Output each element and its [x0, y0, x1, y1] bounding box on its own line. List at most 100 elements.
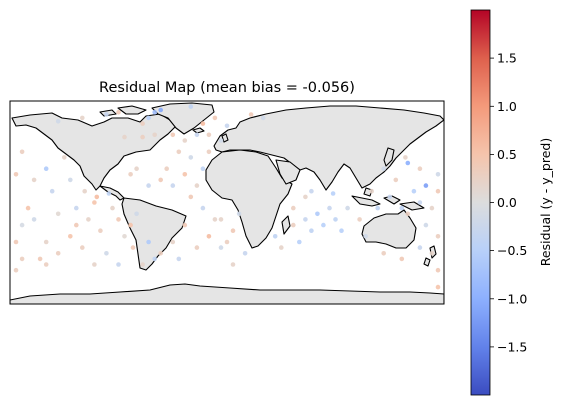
residual-point	[92, 262, 97, 267]
residual-point	[194, 245, 200, 250]
residual-point	[218, 138, 224, 143]
residual-point	[68, 177, 73, 183]
colorbar-tick-label: 1.5	[497, 51, 517, 66]
iceland-land	[192, 127, 205, 134]
residual-point	[327, 205, 332, 211]
residual-point	[182, 172, 188, 177]
residual-point	[309, 188, 314, 194]
residual-point	[146, 239, 151, 245]
residual-point	[403, 155, 408, 160]
residual-point	[188, 155, 194, 160]
residual-point	[309, 228, 314, 233]
colorbar: 1.5 1.0 0.5 0.0 −0.5 −1.0 −1.5 Residual (y - y…	[470, 9, 553, 396]
residual-point	[291, 205, 296, 211]
greenland-land	[151, 102, 215, 135]
residual-point	[13, 172, 19, 177]
arctic-islands-land	[99, 105, 147, 117]
residual-point	[110, 205, 115, 211]
antarctica-land	[10, 283, 444, 304]
map-area	[10, 101, 444, 304]
residual-point	[429, 251, 435, 256]
residual-point	[31, 217, 37, 222]
residual-point	[339, 228, 344, 233]
residual-point	[170, 132, 176, 138]
residual-point	[116, 110, 121, 115]
residual-point	[381, 166, 387, 171]
residual-point	[291, 222, 296, 228]
residual-point	[212, 115, 218, 121]
residual-point	[224, 123, 230, 129]
residual-point	[188, 194, 194, 200]
residual-point	[146, 183, 151, 188]
residual-point	[218, 217, 224, 222]
residual-point	[429, 205, 435, 211]
residual-point	[49, 188, 55, 194]
arabia-land	[275, 159, 301, 185]
residual-point	[260, 115, 266, 121]
residual-point	[13, 267, 19, 273]
north-america-land	[11, 112, 177, 191]
residual-point	[80, 115, 85, 121]
residual-point	[116, 262, 121, 267]
residual-point	[375, 205, 381, 211]
land-masses	[10, 102, 444, 304]
residual-point	[435, 234, 441, 239]
residual-point	[188, 104, 194, 109]
residual-point	[417, 200, 423, 205]
residual-point	[387, 194, 393, 200]
residual-point	[106, 191, 112, 196]
residual-point	[55, 211, 61, 217]
residual-point	[200, 205, 206, 211]
residual-point	[116, 217, 121, 222]
residual-point	[80, 245, 85, 250]
residual-point	[55, 251, 61, 256]
residual-point	[200, 166, 206, 171]
residual-point	[74, 205, 79, 211]
residual-point	[158, 107, 163, 113]
colorbar-tick-label: −0.5	[497, 243, 527, 258]
africa-land	[205, 149, 293, 249]
residual-point	[230, 262, 236, 267]
residual-point	[170, 183, 176, 188]
residual-point	[435, 267, 441, 273]
residual-point	[55, 119, 61, 124]
australia-land	[361, 209, 417, 249]
residual-point	[435, 172, 441, 177]
residual-point	[13, 239, 19, 245]
residual-point	[104, 112, 109, 117]
residual-point	[369, 188, 375, 194]
residual-point	[435, 284, 441, 290]
residual-point	[68, 234, 73, 239]
residual-point	[206, 132, 212, 138]
residual-point	[381, 251, 387, 256]
residual-point	[423, 183, 429, 188]
colorbar-tick-label: 1.0	[497, 99, 517, 114]
madagascar-land	[281, 215, 291, 235]
residual-point	[279, 245, 284, 250]
colorbar-tick-label: 0.0	[497, 195, 517, 210]
residual-point	[330, 191, 336, 196]
residual-point	[43, 239, 49, 245]
residual-point	[248, 112, 254, 117]
residual-point	[122, 234, 127, 239]
residual-point	[357, 217, 362, 222]
residual-point	[170, 239, 176, 245]
residual-point	[152, 110, 157, 115]
residual-point	[92, 200, 97, 205]
residual-point	[158, 177, 163, 183]
residual-point	[417, 245, 423, 250]
residual-point	[152, 132, 157, 138]
residual-point	[134, 166, 139, 171]
residual-point	[43, 166, 49, 171]
residual-point	[152, 256, 157, 262]
residual-point	[122, 134, 127, 140]
colorbar-tick-label: −1.5	[497, 339, 527, 354]
british-isles-land	[221, 133, 229, 143]
colorbar-gradient	[471, 10, 490, 395]
residual-point	[182, 138, 188, 143]
residual-point	[272, 234, 278, 239]
residual-point	[194, 132, 200, 138]
residual-point	[146, 115, 151, 121]
residual-point	[345, 205, 350, 211]
